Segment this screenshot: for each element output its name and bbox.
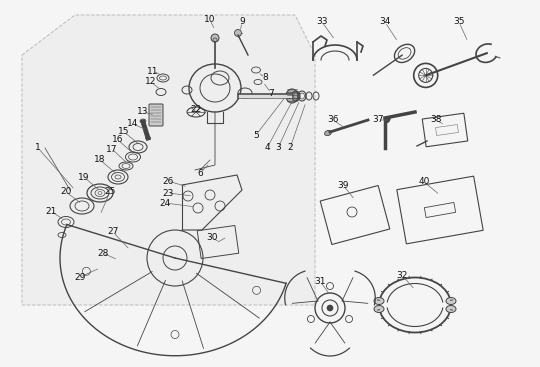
Ellipse shape (325, 130, 332, 136)
Polygon shape (22, 15, 315, 305)
Text: 28: 28 (97, 248, 109, 258)
Text: 38: 38 (430, 116, 442, 124)
Text: 9: 9 (239, 18, 245, 26)
Ellipse shape (374, 298, 384, 305)
Text: 14: 14 (127, 120, 139, 128)
Text: 12: 12 (145, 77, 157, 87)
Text: 18: 18 (94, 156, 106, 164)
Text: 6: 6 (197, 168, 203, 178)
Text: 17: 17 (106, 145, 118, 153)
Text: 36: 36 (327, 116, 339, 124)
Ellipse shape (446, 298, 456, 305)
Ellipse shape (234, 29, 241, 36)
Text: 19: 19 (78, 172, 90, 182)
Text: 5: 5 (253, 131, 259, 139)
Text: 26: 26 (163, 177, 174, 185)
Text: 24: 24 (159, 199, 171, 207)
Text: 40: 40 (418, 178, 430, 186)
Text: 11: 11 (147, 66, 159, 76)
Text: 16: 16 (112, 135, 124, 145)
Text: 29: 29 (75, 273, 86, 281)
Text: 8: 8 (262, 73, 268, 83)
Text: 1: 1 (35, 143, 41, 153)
Text: 35: 35 (453, 18, 465, 26)
Text: 10: 10 (204, 15, 216, 25)
Text: 25: 25 (104, 188, 116, 196)
Ellipse shape (446, 305, 456, 312)
Ellipse shape (140, 119, 146, 123)
Text: 3: 3 (275, 143, 281, 153)
Text: 2: 2 (287, 143, 293, 153)
Text: 4: 4 (264, 143, 270, 153)
Text: 34: 34 (379, 18, 390, 26)
Text: 32: 32 (396, 270, 408, 280)
Text: 27: 27 (107, 228, 119, 236)
Text: 23: 23 (163, 189, 174, 197)
Text: 22: 22 (191, 105, 201, 113)
Ellipse shape (211, 34, 219, 42)
Text: 30: 30 (206, 233, 218, 243)
Ellipse shape (145, 137, 151, 139)
Ellipse shape (374, 305, 384, 312)
Text: 37: 37 (372, 116, 384, 124)
Text: 31: 31 (314, 276, 326, 286)
FancyBboxPatch shape (149, 104, 163, 126)
Text: 20: 20 (60, 188, 72, 196)
Text: 21: 21 (45, 207, 57, 215)
Text: 7: 7 (268, 88, 274, 98)
Text: 15: 15 (118, 127, 130, 137)
Circle shape (327, 305, 333, 311)
Text: 13: 13 (137, 108, 148, 116)
Ellipse shape (286, 89, 298, 103)
Text: 33: 33 (316, 18, 328, 26)
Text: 39: 39 (338, 181, 349, 189)
